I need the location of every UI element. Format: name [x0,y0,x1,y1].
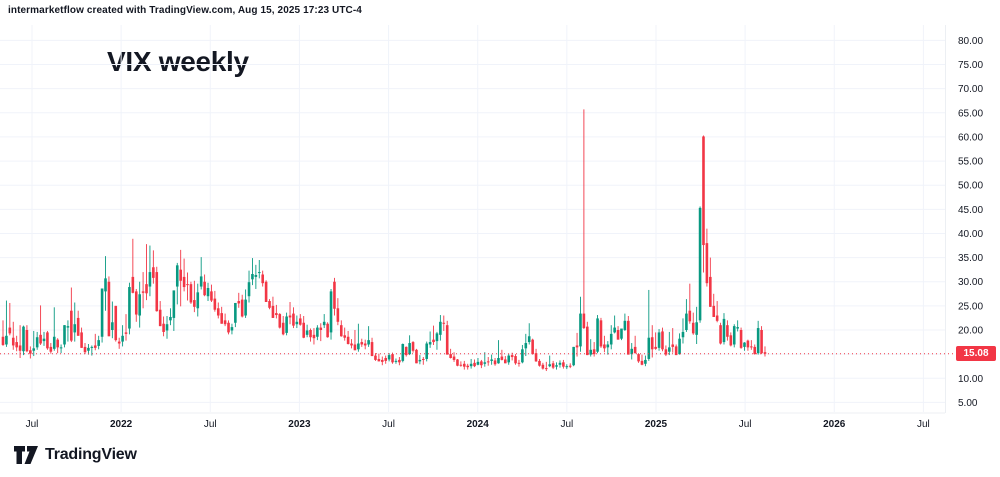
svg-text:25.00: 25.00 [958,301,983,312]
svg-text:35.00: 35.00 [958,253,983,264]
svg-text:2022: 2022 [110,419,133,430]
svg-text:75.00: 75.00 [958,60,983,71]
svg-text:30.00: 30.00 [958,277,983,288]
svg-text:Jul: Jul [560,419,573,430]
svg-text:50.00: 50.00 [958,181,983,192]
svg-text:20.00: 20.00 [958,325,983,336]
svg-text:65.00: 65.00 [958,108,983,119]
svg-text:2023: 2023 [288,419,311,430]
svg-text:Jul: Jul [204,419,217,430]
svg-text:2025: 2025 [645,419,668,430]
tradingview-logo-icon [14,446,38,464]
tradingview-logo-text: TradingView [45,446,137,463]
svg-text:Jul: Jul [739,419,752,430]
tradingview-logo[interactable]: TradingView [14,446,137,464]
attribution-text: intermarketflow created with TradingView… [8,5,362,16]
svg-text:80.00: 80.00 [958,36,983,47]
svg-text:Jul: Jul [26,419,39,430]
candles [1,109,767,372]
chart-title: VIX weekly [107,46,249,77]
svg-text:2024: 2024 [467,419,490,430]
svg-text:Jul: Jul [917,419,930,430]
price-scale[interactable]: 80.00 75.00 70.00 65.00 60.00 55.00 50.00 45.00… [958,36,983,409]
svg-text:Jul: Jul [382,419,395,430]
grid-lines [0,25,946,414]
svg-text:70.00: 70.00 [958,84,983,95]
svg-text:60.00: 60.00 [958,132,983,143]
svg-text:5.00: 5.00 [958,398,978,409]
svg-text:45.00: 45.00 [958,205,983,216]
last-price-badge: 15.08 [956,346,996,361]
time-scale[interactable]: Jul 2022 Jul 2023 Jul 2024 Jul 2025 Jul 2026 Jul [26,419,930,430]
svg-text:55.00: 55.00 [958,157,983,168]
svg-text:40.00: 40.00 [958,229,983,240]
svg-text:2026: 2026 [823,419,846,430]
svg-text:10.00: 10.00 [958,374,983,385]
